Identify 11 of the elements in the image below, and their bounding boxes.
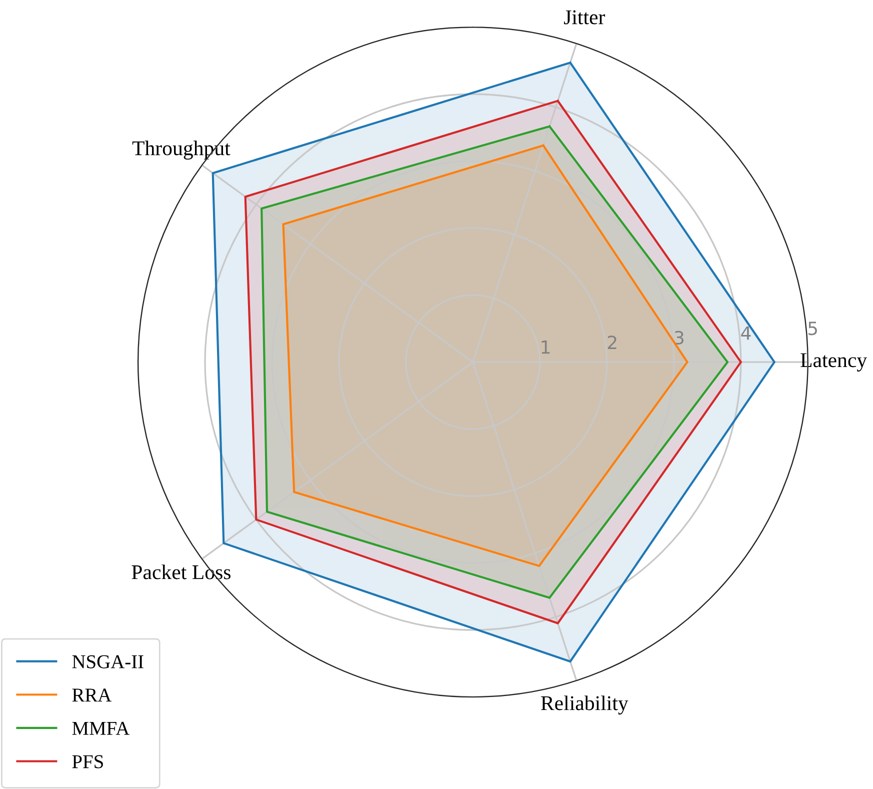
y-tick-label: 1	[542, 340, 550, 354]
legend-label: MMFA	[72, 722, 130, 735]
y-tick-label: 5	[808, 322, 817, 336]
y-tick-label: 4	[741, 326, 751, 340]
spoke-label: Jitter	[564, 10, 606, 24]
y-tick-label: 2	[608, 336, 616, 349]
y-tick-label: 3	[674, 330, 684, 345]
legend-label: NSGA-II	[72, 655, 144, 668]
spoke-label: Reliability	[541, 696, 628, 715]
legend-label: RRA	[72, 688, 112, 702]
legend-label: PFS	[72, 755, 103, 768]
